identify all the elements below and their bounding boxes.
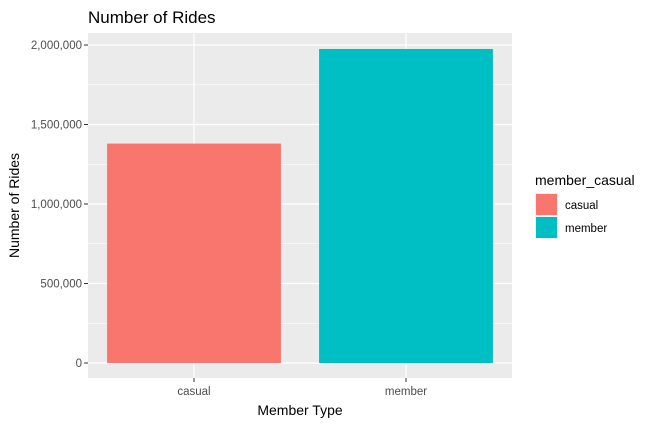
x-tick-label-casual: casual (177, 386, 210, 398)
y-tick-label: 1,500,000 (31, 120, 82, 132)
bar-casual (107, 143, 281, 363)
legend-swatch-member (536, 217, 557, 238)
chart-title: Number of Rides (88, 8, 216, 27)
y-axis: 0 500,000 1,000,000 1,500,000 2,000,000 (31, 40, 88, 370)
y-tick-label: 2,000,000 (31, 40, 82, 52)
y-tick-label: 0 (76, 358, 82, 370)
legend: member_casual casual member (535, 172, 635, 239)
legend-label-member: member (565, 223, 607, 235)
legend-swatch-casual (536, 194, 557, 215)
x-axis: casual member (177, 378, 427, 398)
y-tick-label: 500,000 (40, 279, 82, 291)
x-axis-label: Member Type (257, 402, 343, 418)
bar-member (319, 48, 493, 363)
x-tick-label-member: member (385, 386, 427, 398)
y-tick-label: 1,000,000 (31, 199, 82, 211)
y-axis-label: Number of Rides (6, 153, 22, 258)
legend-title: member_casual (535, 172, 635, 188)
bars (107, 48, 493, 363)
legend-label-casual: casual (565, 200, 598, 212)
